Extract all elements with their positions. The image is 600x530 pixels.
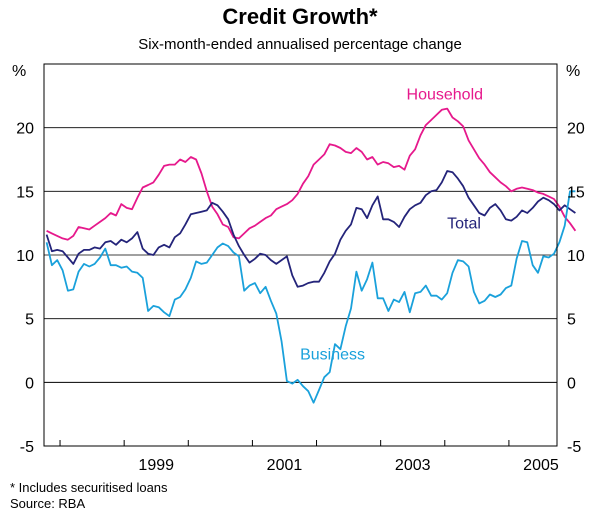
- chart-subtitle: Six-month-ended annualised percentage ch…: [138, 36, 462, 53]
- x-tick-label: 2003: [395, 457, 431, 474]
- y-tick-label-left: -5: [20, 439, 34, 456]
- y-tick-label-right: 10: [567, 248, 585, 265]
- y-tick-label-left: 20: [16, 121, 34, 138]
- credit-growth-chart: Household Total Business -5 -5 0 0 5 5 10 10 15 15 2…: [12, 63, 585, 474]
- x-tick-label: 1999: [138, 457, 174, 474]
- y-tick-label-left: 0: [25, 375, 34, 392]
- y-tick-label-right: 20: [567, 121, 585, 138]
- y-unit-label-left: %: [12, 63, 26, 80]
- series-label-household: Household: [407, 87, 484, 104]
- chart-title: Credit Growth*: [222, 4, 378, 29]
- series-label-total: Total: [447, 215, 481, 232]
- x-tick-label: 2005: [523, 457, 559, 474]
- y-tick-label-right: 0: [567, 375, 576, 392]
- series-label-business: Business: [300, 346, 365, 363]
- y-tick-label-right: -5: [567, 439, 581, 456]
- source-note: Source: RBA: [10, 496, 86, 511]
- y-tick-label-left: 10: [16, 248, 34, 265]
- chart-notes: * Includes securitised loans Source: RBA: [10, 480, 168, 512]
- y-tick-label-left: 15: [16, 184, 34, 201]
- y-unit-label-right: %: [566, 63, 580, 80]
- series-line-household: [46, 107, 577, 241]
- y-tick-label-right: 5: [567, 312, 576, 329]
- x-tick-label: 2001: [267, 457, 303, 474]
- series-line-business: [45, 190, 576, 404]
- footnote: * Includes securitised loans: [10, 480, 168, 495]
- y-tick-label-right: 15: [567, 184, 585, 201]
- plot-frame: [43, 63, 558, 447]
- y-tick-label-left: 5: [25, 312, 34, 329]
- series-line-total: [45, 170, 576, 288]
